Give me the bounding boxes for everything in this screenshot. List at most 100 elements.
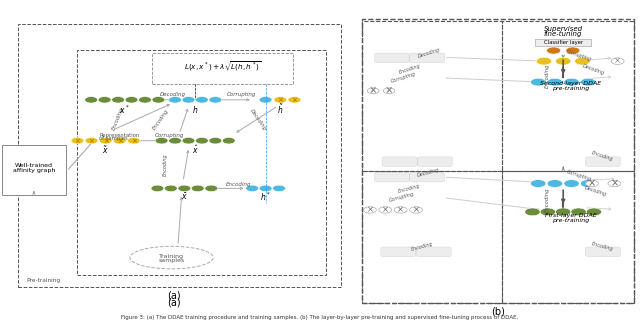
Circle shape <box>85 97 98 103</box>
FancyBboxPatch shape <box>374 53 410 63</box>
Text: ×: × <box>611 178 618 189</box>
Text: Encoding: Encoding <box>411 241 434 252</box>
Text: Encoding: Encoding <box>398 183 421 194</box>
Text: pre-training: pre-training <box>552 86 589 91</box>
Circle shape <box>152 97 165 103</box>
Text: ×: × <box>88 138 95 144</box>
Circle shape <box>379 207 392 213</box>
Text: $h$: $h$ <box>192 104 198 115</box>
Text: Second-layer DDAE: Second-layer DDAE <box>540 81 602 86</box>
Text: $x^*$: $x^*$ <box>120 103 130 116</box>
Circle shape <box>155 137 168 144</box>
Circle shape <box>205 185 218 192</box>
Text: $\tilde{h}$: $\tilde{h}$ <box>277 103 284 116</box>
Circle shape <box>556 208 571 216</box>
Text: Encoding: Encoding <box>591 151 614 162</box>
Circle shape <box>547 180 563 187</box>
FancyBboxPatch shape <box>585 247 621 257</box>
FancyBboxPatch shape <box>417 157 452 166</box>
Circle shape <box>531 180 546 187</box>
Circle shape <box>364 207 376 213</box>
Text: Encoding: Encoding <box>226 182 252 187</box>
Text: ×: × <box>370 86 376 95</box>
Text: $\tilde{x}$: $\tilde{x}$ <box>102 144 109 156</box>
FancyBboxPatch shape <box>374 172 410 182</box>
Circle shape <box>273 185 285 192</box>
Text: fine-tuning: fine-tuning <box>544 31 582 37</box>
Circle shape <box>564 78 579 86</box>
Text: ×: × <box>369 85 377 95</box>
Circle shape <box>274 97 287 103</box>
Text: ×: × <box>116 138 123 144</box>
Bar <box>77 50 326 275</box>
Circle shape <box>223 137 236 144</box>
Circle shape <box>531 78 546 86</box>
Bar <box>18 24 341 287</box>
Bar <box>362 171 502 303</box>
Bar <box>502 171 634 303</box>
Circle shape <box>182 97 195 103</box>
Circle shape <box>168 97 182 103</box>
Text: Decoding: Decoding <box>160 92 186 97</box>
Circle shape <box>99 97 111 103</box>
Circle shape <box>125 97 138 103</box>
Circle shape <box>259 97 272 103</box>
Text: Pre-training: Pre-training <box>26 278 61 283</box>
Text: ×: × <box>397 205 404 214</box>
Text: Encoding: Encoding <box>545 63 550 88</box>
Text: ×: × <box>386 86 392 95</box>
Circle shape <box>209 137 222 144</box>
Circle shape <box>580 78 596 86</box>
Circle shape <box>547 47 561 54</box>
Text: Corrupting: Corrupting <box>566 49 593 62</box>
Circle shape <box>586 180 598 187</box>
Text: affinity graph: affinity graph <box>13 168 55 173</box>
Circle shape <box>112 97 125 103</box>
Text: ×: × <box>74 138 81 144</box>
Circle shape <box>580 180 596 187</box>
Text: (a): (a) <box>167 290 181 301</box>
Circle shape <box>169 137 182 144</box>
Circle shape <box>547 78 563 86</box>
Circle shape <box>85 137 98 144</box>
Text: $\hat{x}$: $\hat{x}$ <box>192 144 198 156</box>
Circle shape <box>394 207 407 213</box>
Circle shape <box>259 185 272 192</box>
Text: Corrupting: Corrupting <box>388 191 415 203</box>
Circle shape <box>71 137 84 144</box>
Circle shape <box>151 185 164 192</box>
Text: Representation: Representation <box>99 133 140 138</box>
Circle shape <box>540 208 556 216</box>
Text: ×: × <box>385 85 393 95</box>
Text: ×: × <box>102 138 109 144</box>
Circle shape <box>191 185 204 192</box>
FancyBboxPatch shape <box>382 157 417 166</box>
Circle shape <box>525 208 540 216</box>
Text: Decoding: Decoding <box>417 167 440 178</box>
Text: Corrupting: Corrupting <box>155 133 184 138</box>
Bar <box>152 53 293 84</box>
Circle shape <box>178 185 191 192</box>
Text: pre-training: pre-training <box>552 218 589 223</box>
Text: ×: × <box>588 178 596 189</box>
Circle shape <box>410 207 422 213</box>
FancyBboxPatch shape <box>416 247 451 257</box>
Text: Classifier layer: Classifier layer <box>543 40 583 45</box>
Text: Encoding: Encoding <box>591 241 614 252</box>
Text: Decoding: Decoding <box>584 186 607 197</box>
Circle shape <box>556 57 571 65</box>
Text: Training: Training <box>159 254 184 259</box>
Text: Corrupting: Corrupting <box>566 169 593 182</box>
Text: Decoding: Decoding <box>250 108 268 131</box>
Text: ×: × <box>413 205 419 214</box>
Text: First-layer DDAE: First-layer DDAE <box>545 213 597 218</box>
Text: ×: × <box>131 138 137 144</box>
Text: Well-trained: Well-trained <box>15 163 53 168</box>
Text: of samples: of samples <box>99 136 128 141</box>
Circle shape <box>139 97 152 103</box>
Circle shape <box>113 137 126 144</box>
Bar <box>2 145 66 195</box>
Text: $L(x,x^*) + \lambda\sqrt{L(h,h^*)}$: $L(x,x^*) + \lambda\sqrt{L(h,h^*)}$ <box>184 60 262 74</box>
Text: Corrupting: Corrupting <box>227 92 257 97</box>
Text: Encoding: Encoding <box>111 107 125 131</box>
